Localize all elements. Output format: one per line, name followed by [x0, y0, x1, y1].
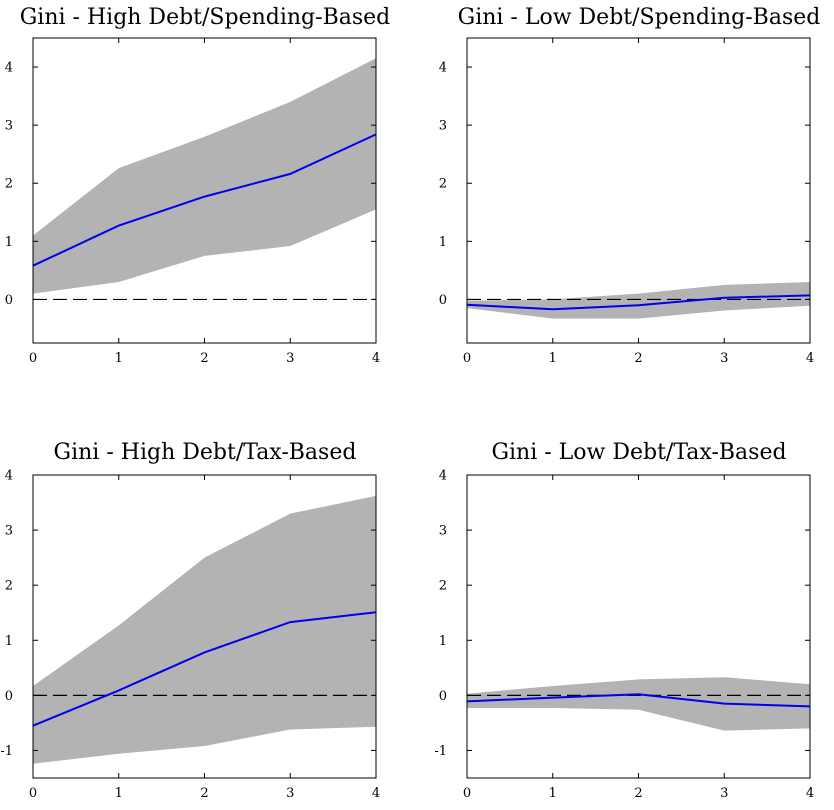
x-tick-label: 2	[634, 786, 642, 801]
y-tick-label: 2	[5, 579, 13, 594]
panel-low-debt-tax: Gini - Low Debt/Tax-Based 0 1 2 3 4 -1 0 1 2 3 4	[434, 440, 814, 801]
y-tick-label: -1	[0, 744, 13, 759]
y-tick-label: 4	[5, 61, 13, 76]
series-line	[466, 294, 811, 311]
y-tick-label: 3	[5, 119, 13, 134]
x-tick-label: 3	[286, 351, 294, 366]
x-tick-label: 3	[720, 786, 728, 801]
x-tick-label: 1	[549, 786, 557, 801]
x-tick-label: 1	[115, 786, 123, 801]
y-tick-label: 2	[5, 177, 13, 192]
y-tick-label: 0	[439, 689, 447, 704]
x-tick-label: 0	[29, 351, 37, 366]
confidence-band	[467, 282, 810, 319]
x-tick-label: 2	[200, 351, 208, 366]
x-tick-label: 4	[372, 351, 380, 366]
y-tick-label: 0	[5, 293, 13, 308]
y-tick-label: 1	[5, 634, 13, 649]
x-tick-label: 1	[549, 351, 557, 366]
y-tick-label: 3	[439, 524, 447, 539]
y-tick-label: 1	[439, 634, 447, 649]
y-tick-label: 3	[5, 524, 13, 539]
x-tick-label: 0	[29, 786, 37, 801]
axes-frame	[466, 474, 811, 779]
confidence-band	[467, 677, 810, 731]
y-tick-label: 0	[439, 293, 447, 308]
x-tick-label: 2	[200, 786, 208, 801]
y-tick-label: 2	[439, 579, 447, 594]
y-tick-label: 4	[439, 469, 447, 484]
panel-title: Gini - Low Debt/Spending-Based	[458, 5, 821, 30]
x-tick-label: 3	[720, 351, 728, 366]
x-tick-label: 2	[634, 351, 642, 366]
confidence-band	[33, 495, 376, 764]
y-tick-label: 3	[439, 119, 447, 134]
panel-low-debt-spending: Gini - Low Debt/Spending-Based 0 1 2 3 4 0 1 2 3…	[439, 5, 821, 366]
x-tick-label: 4	[806, 786, 814, 801]
x-tick-label: 1	[115, 351, 123, 366]
y-tick-label: 4	[5, 469, 13, 484]
x-tick-label: 0	[463, 351, 471, 366]
panel-title: Gini - Low Debt/Tax-Based	[491, 440, 786, 465]
panel-title: Gini - High Debt/Spending-Based	[20, 5, 391, 30]
y-tick-label: 1	[439, 235, 447, 250]
y-tick-label: 0	[5, 689, 13, 704]
y-tick-label: 4	[439, 61, 447, 76]
series-line	[466, 693, 811, 708]
x-tick-label: 4	[372, 786, 380, 801]
panel-high-debt-spending: Gini - High Debt/Spending-Based 0 1 2 3 4 0 1 2…	[5, 5, 391, 366]
panel-title: Gini - High Debt/Tax-Based	[54, 440, 357, 465]
y-tick-label: -1	[434, 744, 447, 759]
confidence-band	[33, 58, 376, 294]
x-tick-label: 4	[806, 351, 814, 366]
y-tick-label: 1	[5, 235, 13, 250]
x-tick-label: 0	[463, 786, 471, 801]
y-tick-label: 2	[439, 177, 447, 192]
series-line	[32, 611, 377, 727]
panel-high-debt-tax: Gini - High Debt/Tax-Based 0 1 2 3 4 -1 0 1 2 3 4	[0, 440, 380, 801]
series-line	[32, 133, 377, 267]
x-tick-label: 3	[286, 786, 294, 801]
